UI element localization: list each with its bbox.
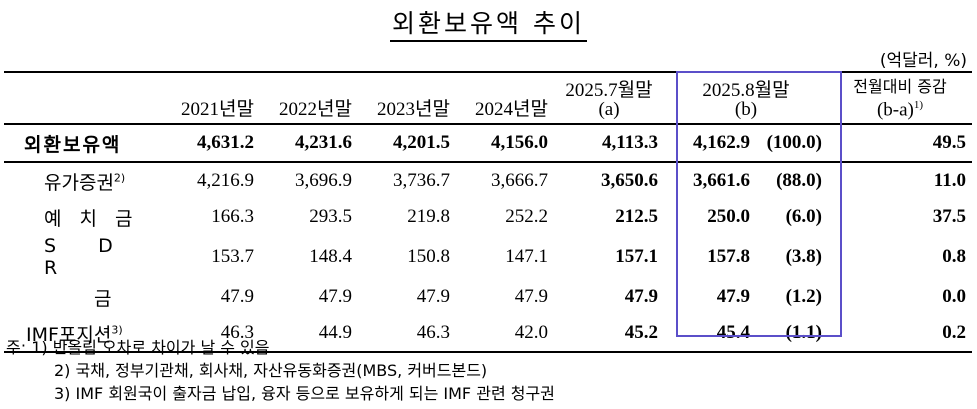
table-cell: (1.2) xyxy=(785,286,822,307)
table-cell: 3,736.7 xyxy=(393,170,450,191)
row-label: 외환보유액 xyxy=(24,133,122,156)
table-row: 유가증권2) 4,216.9 3,696.9 3,736.7 3,666.7 3,650.… xyxy=(4,162,972,199)
table-cell: 166.3 xyxy=(211,206,254,227)
reserves-table: 2021년말 2022년말 2023년말 2024년말 2025.7월말 (a)… xyxy=(4,71,972,353)
row-label: S D R xyxy=(44,235,131,279)
header-2023: 2023년말 xyxy=(377,99,450,120)
footnote-3: 3) IMF 회원국이 출자금 납입, 융자 등으로 보유하게 되는 IMF 관… xyxy=(54,384,555,403)
table-cell: 4,162.9 xyxy=(693,132,750,153)
table-cell: 148.4 xyxy=(309,246,352,267)
table-row: IMF포지션3) 46.3 44.9 46.3 42.0 45.2 45.4 (1.1) 0.2 xyxy=(4,315,972,352)
table-cell: 0.0 xyxy=(942,286,966,307)
table-row: 예 치 금 166.3 293.5 219.8 252.2 212.5 250.0 (6.0)… xyxy=(4,199,972,235)
table-cell: 37.5 xyxy=(932,206,966,227)
table-cell: 47.9 xyxy=(416,286,450,307)
header-2021: 2021년말 xyxy=(181,99,254,120)
table-cell: 153.7 xyxy=(211,246,254,267)
table-cell: 219.8 xyxy=(407,206,450,227)
header-2022: 2022년말 xyxy=(279,99,352,120)
table-cell: 0.8 xyxy=(942,246,966,267)
table-cell: 4,216.9 xyxy=(197,170,254,191)
page-title: 외환보유액 추이 xyxy=(0,4,977,42)
table-cell: 293.5 xyxy=(309,206,352,227)
header-blank xyxy=(4,72,164,124)
footnotes: 주: 1) 반올림 오차로 차이가 날 수 있음 2) 국채, 정부기관채, 회… xyxy=(6,336,555,405)
table-cell: (6.0) xyxy=(785,206,822,227)
table-cell: 3,666.7 xyxy=(491,170,548,191)
table-cell: 42.0 xyxy=(514,322,548,343)
table-cell: (100.0) xyxy=(766,132,822,153)
unit-label: (억달러, %) xyxy=(879,51,967,71)
table-cell: 11.0 xyxy=(933,170,966,191)
table-cell: 252.2 xyxy=(505,206,548,227)
table-cell: 3,661.6 xyxy=(693,170,750,191)
row-label: 금 xyxy=(94,287,112,310)
footnote-2: 2) 국채, 정부기관채, 회사채, 자산유동화증권(MBS, 커버드본드) xyxy=(54,361,488,380)
row-label: 유가증권2) xyxy=(44,171,126,194)
header-2025-08: 2025.8월말 (b) xyxy=(702,80,790,120)
table-cell: (1.1) xyxy=(785,322,822,343)
table-cell: 47.9 xyxy=(624,286,658,307)
header-change: 전월대비 증감 (b-a)1) xyxy=(853,76,947,120)
table-cell: 157.1 xyxy=(615,246,658,267)
table-cell: 44.9 xyxy=(318,322,352,343)
table-cell: 47.9 xyxy=(514,286,548,307)
table-cell: 0.2 xyxy=(942,322,966,343)
header-row: 2021년말 2022년말 2023년말 2024년말 2025.7월말 (a)… xyxy=(4,72,972,124)
header-2025-07: 2025.7월말 (a) xyxy=(565,80,653,120)
table-cell: 4,631.2 xyxy=(197,132,254,153)
table-cell: 45.4 xyxy=(716,322,750,343)
footnote-1: 주: 1) 반올림 오차로 차이가 날 수 있음 xyxy=(6,338,270,357)
table-cell: (88.0) xyxy=(776,170,822,191)
table-cell: 4,156.0 xyxy=(491,132,548,153)
table-cell: 3,650.6 xyxy=(601,170,658,191)
table-cell: 212.5 xyxy=(615,206,658,227)
table-cell: 47.9 xyxy=(220,286,254,307)
table-cell: 47.9 xyxy=(318,286,352,307)
table-row: 금 47.9 47.9 47.9 47.9 47.9 47.9 (1.2) 0.0 xyxy=(4,279,972,315)
table-cell: 46.3 xyxy=(220,322,254,343)
table-cell: 4,231.6 xyxy=(295,132,352,153)
table-cell: (3.8) xyxy=(785,246,822,267)
table-cell: 49.5 xyxy=(932,132,966,153)
table-cell: 45.2 xyxy=(624,322,658,343)
row-label: IMF포지션3) xyxy=(26,323,123,346)
table-cell: 46.3 xyxy=(416,322,450,343)
table-cell: 157.8 xyxy=(707,246,750,267)
table-cell: 47.9 xyxy=(716,286,750,307)
row-label: 예 치 금 xyxy=(44,207,139,230)
table-cell: 147.1 xyxy=(505,246,548,267)
table-row: S D R 153.7 148.4 150.8 147.1 157.1 157.8 (3.8)… xyxy=(4,235,972,279)
table-row-total: 외환보유액 4,631.2 4,231.6 4,201.5 4,156.0 4,113.3… xyxy=(4,124,972,162)
table-cell: 4,201.5 xyxy=(393,132,450,153)
table-cell: 3,696.9 xyxy=(295,170,352,191)
table-cell: 150.8 xyxy=(407,246,450,267)
table-cell: 250.0 xyxy=(707,206,750,227)
header-2024: 2024년말 xyxy=(475,99,548,120)
table-cell: 4,113.3 xyxy=(602,132,658,153)
